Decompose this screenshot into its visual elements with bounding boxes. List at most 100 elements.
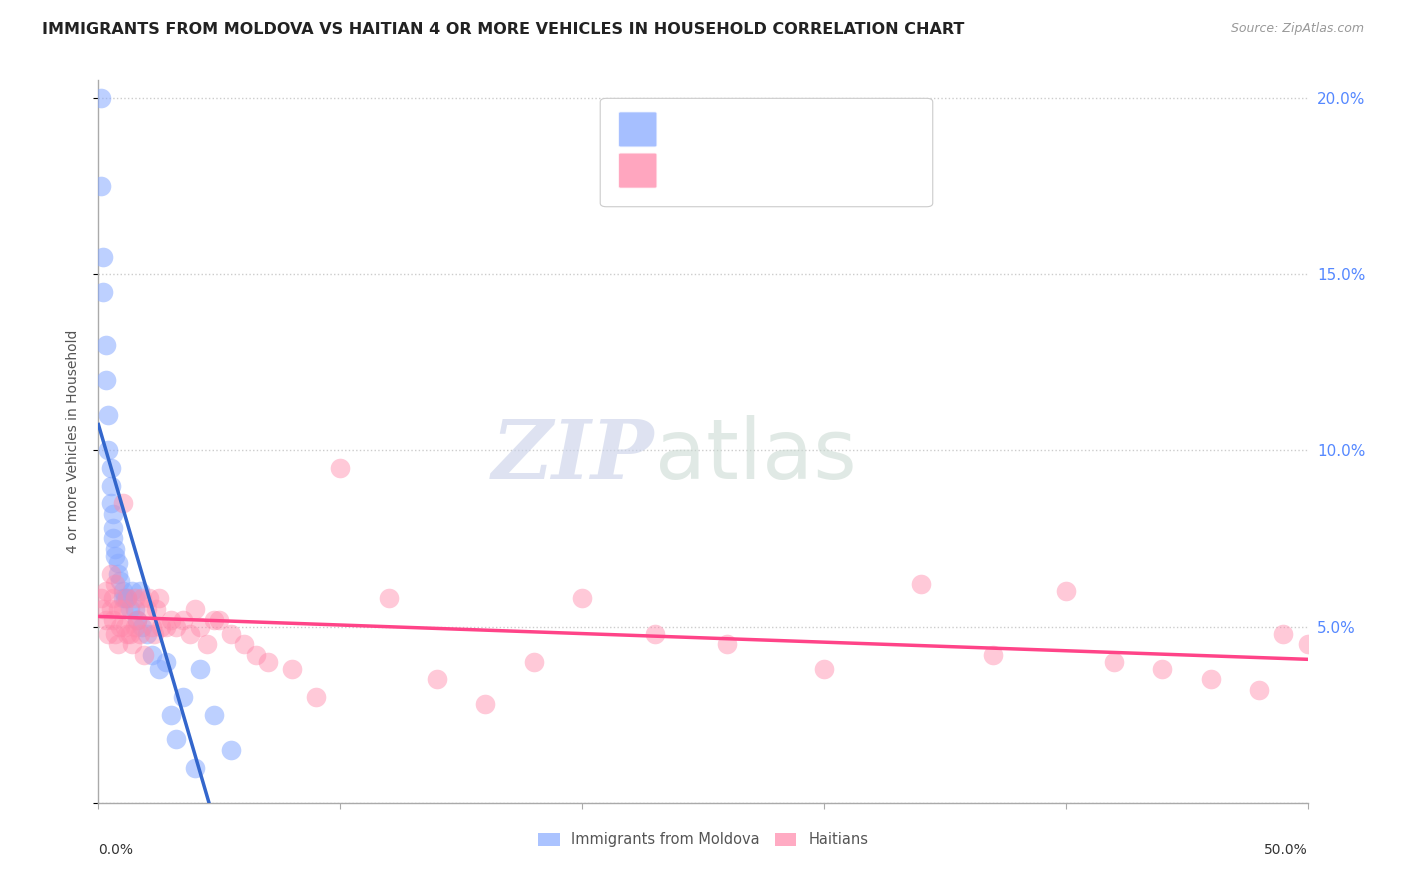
Text: Source: ZipAtlas.com: Source: ZipAtlas.com <box>1230 22 1364 36</box>
Point <box>94 337 117 351</box>
Point <box>172 690 194 704</box>
Point <box>245 648 267 662</box>
Point <box>155 619 177 633</box>
Text: R =: R = <box>669 122 702 136</box>
Point <box>716 637 738 651</box>
Point <box>107 566 129 581</box>
Point <box>91 250 114 264</box>
Point <box>305 690 328 704</box>
Point <box>644 626 666 640</box>
Point <box>101 532 124 546</box>
Point <box>571 591 593 606</box>
Point <box>165 619 187 633</box>
Point <box>329 461 352 475</box>
Text: N =: N = <box>797 122 831 136</box>
Point <box>1199 673 1222 687</box>
Point <box>91 285 114 299</box>
Point <box>124 619 146 633</box>
Y-axis label: 4 or more Vehicles in Household: 4 or more Vehicles in Household <box>66 330 80 553</box>
Point <box>111 496 134 510</box>
Point <box>131 619 153 633</box>
Point <box>114 619 136 633</box>
Point <box>160 707 183 722</box>
Point <box>97 408 120 422</box>
Point <box>160 613 183 627</box>
Point <box>121 584 143 599</box>
Point <box>256 655 278 669</box>
Point <box>127 613 149 627</box>
Point <box>221 626 243 640</box>
Point <box>426 673 449 687</box>
Point <box>100 461 122 475</box>
Point <box>188 619 211 633</box>
Point <box>145 602 167 616</box>
Point <box>117 591 139 606</box>
Point <box>101 521 124 535</box>
Point <box>94 613 117 627</box>
Point <box>100 496 122 510</box>
Point <box>97 626 120 640</box>
Point <box>111 591 134 606</box>
Text: R =: R = <box>669 163 702 178</box>
Point <box>1102 655 1125 669</box>
Point <box>117 591 139 606</box>
Point <box>208 613 231 627</box>
Point <box>134 648 156 662</box>
Text: N =: N = <box>797 163 831 178</box>
Point <box>172 613 194 627</box>
Point <box>232 637 254 651</box>
FancyBboxPatch shape <box>600 98 932 207</box>
Point <box>204 707 226 722</box>
Point <box>108 619 131 633</box>
Point <box>90 179 112 194</box>
Point <box>221 743 243 757</box>
Point <box>281 662 304 676</box>
Text: 50.0%: 50.0% <box>1264 843 1308 856</box>
Point <box>143 626 166 640</box>
Point <box>474 697 496 711</box>
Point <box>179 626 201 640</box>
Point <box>94 373 117 387</box>
Point <box>100 566 122 581</box>
Point <box>128 626 150 640</box>
Point <box>118 626 141 640</box>
Point <box>150 619 173 633</box>
Text: -0.197: -0.197 <box>717 163 772 178</box>
Point <box>107 637 129 651</box>
Point <box>141 648 163 662</box>
Point <box>155 655 177 669</box>
Point <box>188 662 211 676</box>
Point <box>104 626 127 640</box>
Point <box>111 584 134 599</box>
Point <box>114 591 136 606</box>
Point <box>184 760 207 774</box>
Point <box>97 443 120 458</box>
Point <box>195 637 218 651</box>
Point <box>101 507 124 521</box>
Point <box>101 591 124 606</box>
Point <box>1054 584 1077 599</box>
Text: 0.0%: 0.0% <box>98 843 134 856</box>
Point <box>377 591 399 606</box>
Point <box>148 662 170 676</box>
Point <box>910 577 932 591</box>
Point <box>135 602 157 616</box>
Point <box>813 662 835 676</box>
Point <box>523 655 546 669</box>
Point <box>118 602 141 616</box>
Point <box>111 602 134 616</box>
Point <box>90 591 112 606</box>
Text: ZIP: ZIP <box>492 416 655 496</box>
Point <box>100 478 122 492</box>
Point <box>127 613 149 627</box>
Point <box>165 732 187 747</box>
Point <box>124 591 146 606</box>
Point <box>141 619 163 633</box>
Point <box>184 602 207 616</box>
Point <box>148 591 170 606</box>
Text: 68: 68 <box>845 163 868 178</box>
Text: -0.124: -0.124 <box>717 122 772 136</box>
Point <box>1296 637 1319 651</box>
Point <box>981 648 1004 662</box>
Point <box>131 591 153 606</box>
